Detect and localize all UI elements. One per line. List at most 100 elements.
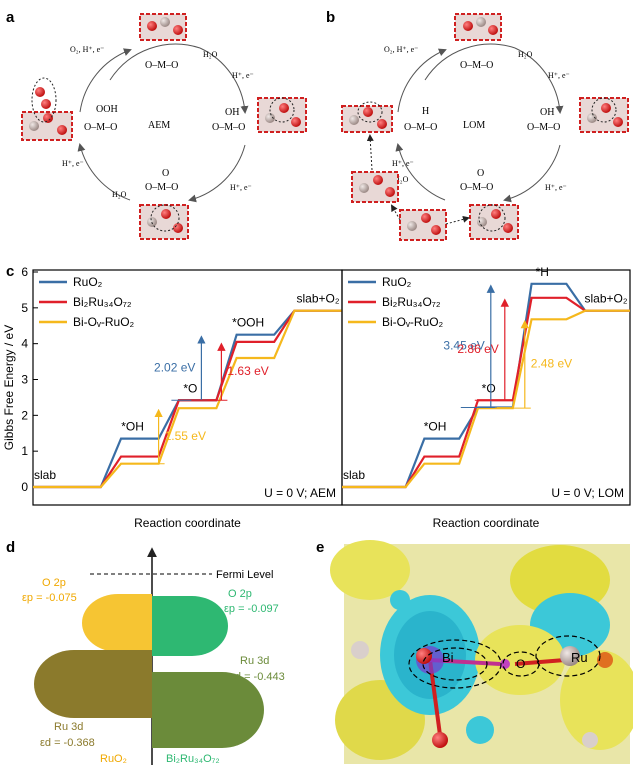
cycle-arc xyxy=(397,48,447,113)
species-bottom-top: O xyxy=(162,168,169,179)
legend-label: RuO₂ xyxy=(73,275,103,289)
cycle-center-label: LOM xyxy=(463,120,485,131)
species-left: O–M–O xyxy=(404,122,437,133)
step-label: H₂O xyxy=(394,175,409,184)
panel-letter-e: e xyxy=(316,539,324,556)
cycle-arc xyxy=(79,48,132,113)
y-tick-label: 4 xyxy=(21,337,28,351)
legend-label: Bi-Oᵥ-RuO₂ xyxy=(73,315,135,329)
panel-letter-d: d xyxy=(6,539,15,556)
ru3d-band-biruo xyxy=(152,672,264,748)
step-label: H₂O xyxy=(112,190,127,199)
flow-arrow xyxy=(445,215,470,225)
species-top: O–M–O xyxy=(460,60,493,71)
panel-e: e Bi xyxy=(316,539,633,764)
y-tick-label: 2 xyxy=(21,408,28,422)
step-label: H⁺, e⁻ xyxy=(545,183,567,192)
species-left: O–M–O xyxy=(84,122,117,133)
species-left-top: OOH xyxy=(96,104,118,115)
slab-structure-image xyxy=(257,97,307,133)
state-label: *OH xyxy=(121,420,144,434)
o2p-band-biruo xyxy=(152,596,228,656)
o2p-band-ruo2 xyxy=(82,594,152,652)
series-line-0 xyxy=(33,309,342,489)
legend-label: Bi₂Ru₃₄O₇₂ xyxy=(382,295,441,309)
panel-letter-c: c xyxy=(6,263,14,280)
species-bottom: O–M–O xyxy=(460,182,493,193)
cycle-arc xyxy=(109,43,201,81)
x-axis-label: Reaction coordinate xyxy=(134,516,241,530)
slab-structure-image xyxy=(139,13,187,41)
gibbs-energy-chart-aem: 0 1 2 3 4 5 6 Gibbs Free Energy / eV Reaction co… xyxy=(2,265,343,530)
panel-b: b O–M–O LOM OH O–M–O O O–M–O H O–M–O O₂,… xyxy=(326,9,629,241)
panel-c: c 0 1 2 3 4 5 6 Gibbs Free Energy / eV Reaction … xyxy=(2,263,631,530)
slab-structure-image xyxy=(139,204,189,240)
ru3d-value-ruo2: εd = -0.368 xyxy=(40,737,95,749)
energy-gap-label: 1.63 eV xyxy=(227,364,268,378)
state-label: slab xyxy=(343,468,365,482)
state-label: *H xyxy=(536,265,549,279)
cycle-arc xyxy=(514,47,564,114)
atom-label-ru: Ru xyxy=(571,650,588,665)
panel-letter-b: b xyxy=(326,9,335,26)
gibbs-energy-chart-lom: Reaction coordinate U = 0 V; LOM RuO₂ Bi₂Ru… xyxy=(341,265,631,530)
species-top: O–M–O xyxy=(145,60,178,71)
slab-structure-image xyxy=(469,204,519,240)
y-tick-label: 1 xyxy=(21,444,28,458)
slab-structure-image xyxy=(454,13,502,41)
cycle-center-label: AEM xyxy=(148,120,170,131)
y-tick-label: 0 xyxy=(21,480,28,494)
state-label: *O xyxy=(183,381,197,395)
energy-gap-label: 2.86 eV xyxy=(457,342,498,356)
atom-label-o: O xyxy=(516,657,525,671)
series-line-2 xyxy=(33,309,342,489)
step-label: H⁺, e⁻ xyxy=(392,159,414,168)
o2p-title-biruo: O 2p xyxy=(228,588,252,600)
o2p-title-ruo2: O 2p xyxy=(42,577,66,589)
x-axis-label: Reaction coordinate xyxy=(433,516,540,530)
energy-gap-label: 2.02 eV xyxy=(154,360,195,374)
charge-density-image xyxy=(330,540,633,764)
condition-label: U = 0 V; AEM xyxy=(264,486,336,500)
flow-arrow xyxy=(391,204,401,221)
ru3d-band-ruo2 xyxy=(34,650,152,718)
state-label: slab xyxy=(34,468,56,482)
cycle-arc xyxy=(199,47,249,114)
slab-structure-image xyxy=(579,97,629,133)
plot-frame xyxy=(341,269,631,506)
condition-label: U = 0 V; LOM xyxy=(551,486,624,500)
step-label: O₂, H⁺, e⁻ xyxy=(70,45,104,54)
species-right: O–M–O xyxy=(212,122,245,133)
species-right-top: OH xyxy=(225,107,239,118)
step-label: H⁺, e⁻ xyxy=(62,159,84,168)
slab-structure-image xyxy=(399,209,447,241)
ru3d-title-biruo: Ru 3d xyxy=(240,655,269,667)
state-label: slab+O₂ xyxy=(296,292,339,306)
series-line-2 xyxy=(342,309,630,489)
panel-letter-a: a xyxy=(6,9,15,26)
legend-label: Bi-Oᵥ-RuO₂ xyxy=(382,315,444,329)
slab-structure-image xyxy=(21,77,73,141)
ru3d-value-biruo: εd = -0.443 xyxy=(230,671,285,683)
step-label: H₂O xyxy=(203,50,218,59)
species-right-top: OH xyxy=(540,107,554,118)
species-right: O–M–O xyxy=(527,122,560,133)
state-label: *O xyxy=(482,381,496,395)
slab-structure-image xyxy=(341,101,393,133)
step-label: H⁺, e⁻ xyxy=(548,71,570,80)
energy-gap-label: 2.48 eV xyxy=(531,357,572,371)
ru3d-title-ruo2: Ru 3d xyxy=(54,721,83,733)
step-label: H⁺, e⁻ xyxy=(232,71,254,80)
panel-d: d Fermi Level O 2p εp = -0.075 O 2p εp =… xyxy=(6,539,285,765)
y-tick-label: 6 xyxy=(21,265,28,279)
species-left-top: H xyxy=(422,106,429,117)
atom-label-bi: Bi xyxy=(442,650,454,665)
state-label: slab+O₂ xyxy=(584,292,627,306)
fermi-level-label: Fermi Level xyxy=(216,569,273,581)
o2p-value-ruo2: εp = -0.075 xyxy=(22,592,77,604)
y-tick-label: 3 xyxy=(21,373,28,387)
legend-label: Bi₂Ru₃₄O₇₂ xyxy=(73,295,132,309)
step-label: O₂, H⁺, e⁻ xyxy=(384,45,418,54)
material-label-ruo2: RuO₂ xyxy=(100,753,127,765)
